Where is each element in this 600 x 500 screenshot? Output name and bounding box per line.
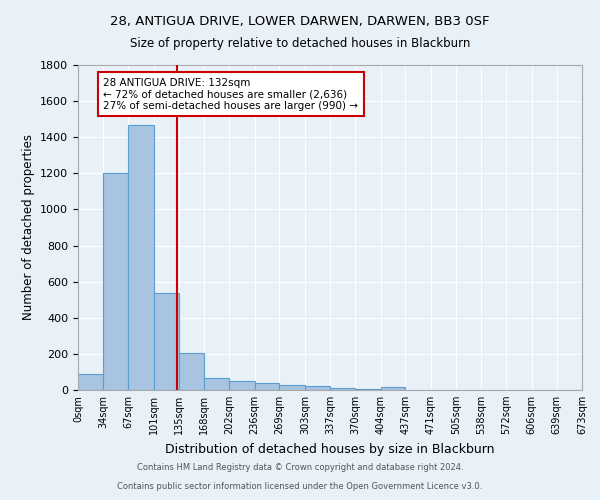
Bar [179, 353, 204, 390]
Bar [255, 383, 280, 390]
Bar [154, 292, 179, 390]
Bar [103, 174, 128, 390]
Bar [204, 378, 229, 390]
Bar [128, 124, 154, 390]
Text: Contains public sector information licensed under the Open Government Licence v3: Contains public sector information licen… [118, 482, 482, 491]
Text: 28 ANTIGUA DRIVE: 132sqm
← 72% of detached houses are smaller (2,636)
27% of sem: 28 ANTIGUA DRIVE: 132sqm ← 72% of detach… [103, 78, 358, 111]
Y-axis label: Number of detached properties: Number of detached properties [22, 134, 35, 320]
Bar [305, 386, 331, 390]
Text: Contains HM Land Registry data © Crown copyright and database right 2024.: Contains HM Land Registry data © Crown c… [137, 464, 463, 472]
Text: Size of property relative to detached houses in Blackburn: Size of property relative to detached ho… [130, 38, 470, 51]
Bar [280, 385, 305, 390]
Bar [78, 374, 103, 390]
X-axis label: Distribution of detached houses by size in Blackburn: Distribution of detached houses by size … [165, 442, 495, 456]
Bar [229, 381, 255, 390]
Bar [355, 389, 380, 390]
Bar [331, 388, 355, 390]
Bar [380, 388, 405, 390]
Text: 28, ANTIGUA DRIVE, LOWER DARWEN, DARWEN, BB3 0SF: 28, ANTIGUA DRIVE, LOWER DARWEN, DARWEN,… [110, 15, 490, 28]
